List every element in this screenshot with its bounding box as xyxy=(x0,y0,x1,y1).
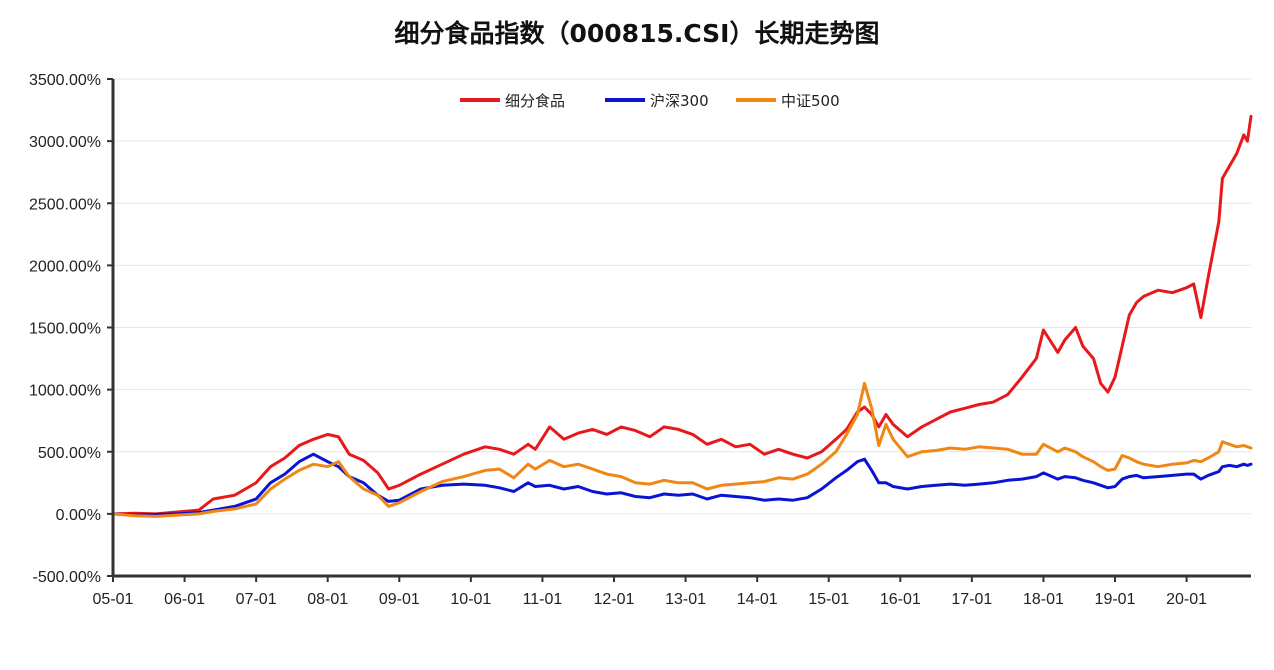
legend-label-0: 细分食品 xyxy=(505,92,565,110)
x-tick-label: 13-01 xyxy=(665,591,706,608)
x-tick-label: 20-01 xyxy=(1166,591,1207,608)
x-tick-label: 16-01 xyxy=(880,591,921,608)
x-tick-label: 19-01 xyxy=(1095,591,1136,608)
x-tick-label: 10-01 xyxy=(450,591,491,608)
x-tick-label: 12-01 xyxy=(594,591,635,608)
y-tick-label: 3000.00% xyxy=(29,134,101,151)
y-tick-label: -500.00% xyxy=(33,569,102,586)
x-tick-label: 11-01 xyxy=(523,591,563,608)
x-tick-label: 17-01 xyxy=(951,591,992,608)
x-tick-label: 06-01 xyxy=(164,591,205,608)
x-tick-labels: 05-01 06-01 07-01 08-01 09-01 10-01 11-01 12-01… xyxy=(93,591,1208,608)
y-tick-label: 1500.00% xyxy=(29,321,101,338)
y-tick-label: 2500.00% xyxy=(29,196,101,213)
y-tick-label: 500.00% xyxy=(38,445,101,462)
series-lines xyxy=(111,114,1253,518)
y-tick-label: 2000.00% xyxy=(29,258,101,275)
x-tick-label: 14-01 xyxy=(737,591,778,608)
x-tick-label: 09-01 xyxy=(379,591,420,608)
legend: 细分食品 沪深300 中证500 xyxy=(460,92,840,110)
x-tick-label: 15-01 xyxy=(808,591,849,608)
x-tick-label: 05-01 xyxy=(93,591,134,608)
y-tick-label: 1000.00% xyxy=(29,383,101,400)
grid-lines xyxy=(113,78,1251,577)
series-line-1 xyxy=(111,452,1253,517)
y-tick-labels: -500.00% 0.00% 500.00% 1000.00% 1500.00% 2000… xyxy=(29,72,101,586)
x-tick-label: 18-01 xyxy=(1023,591,1064,608)
y-tick-label: 0.00% xyxy=(56,507,101,524)
y-tick-label: 3500.00% xyxy=(29,72,101,89)
legend-label-2: 中证500 xyxy=(781,92,840,110)
legend-label-1: 沪深300 xyxy=(650,92,709,110)
chart-title: 细分食品指数（000815.CSI）长期走势图 xyxy=(394,19,880,48)
series-line-2 xyxy=(111,381,1253,518)
x-tick-label: 07-01 xyxy=(236,591,277,608)
series-line-0 xyxy=(111,114,1253,516)
x-tick-label: 08-01 xyxy=(307,591,348,608)
axes xyxy=(107,78,1251,582)
